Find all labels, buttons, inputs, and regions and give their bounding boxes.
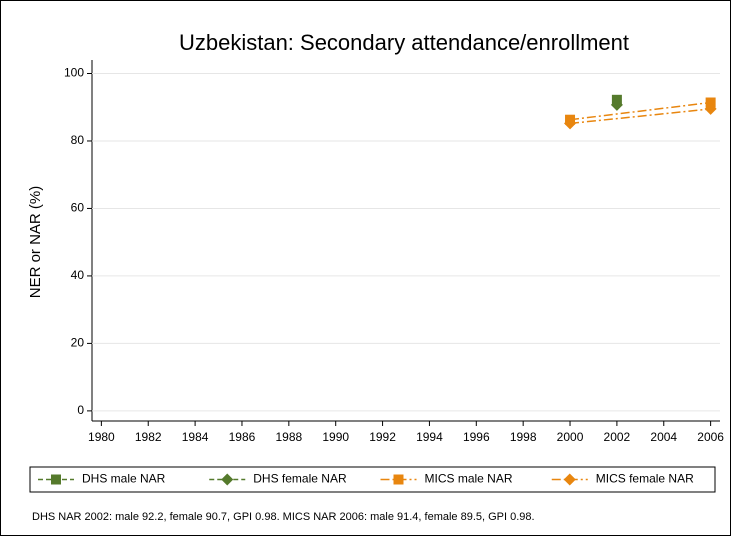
marker-diamond [563, 473, 576, 486]
x-tick-label: 2006 [697, 430, 724, 444]
legend-label: MICS female NAR [596, 472, 694, 486]
x-tick-label: 2004 [650, 430, 677, 444]
legend-box [29, 466, 716, 493]
x-tick-label: 1986 [229, 430, 256, 444]
legend-label: MICS male NAR [425, 472, 513, 486]
legend-label: DHS female NAR [253, 472, 347, 486]
series-line [569, 101, 711, 121]
x-tick-label: 1988 [275, 430, 302, 444]
x-tick-label: 2002 [604, 430, 631, 444]
marker-diamond [610, 98, 623, 111]
x-tick-label: 1982 [135, 430, 162, 444]
marker-square [393, 474, 404, 485]
y-tick-label: 40 [71, 268, 85, 282]
x-tick-label: 1980 [88, 430, 115, 444]
chart-title: Uzbekistan: Secondary attendance/enrollm… [179, 30, 629, 55]
x-tick-label: 1998 [510, 430, 537, 444]
series-line [569, 108, 711, 125]
marker-diamond [221, 473, 234, 486]
x-tick-label: 1990 [322, 430, 349, 444]
x-tick-label: 1994 [416, 430, 443, 444]
note: DHS NAR 2002: male 92.2, female 90.7, GP… [32, 511, 535, 523]
marker-square [51, 474, 61, 485]
x-tick-label: 1984 [182, 430, 209, 444]
y-axis-label: NER or NAR (%) [27, 186, 44, 299]
marker-diamond [564, 117, 577, 130]
y-tick-label: 100 [64, 66, 84, 80]
x-tick-label: 2000 [557, 430, 584, 444]
marker-square [705, 97, 716, 108]
y-tick-label: 80 [71, 133, 85, 147]
x-tick-label: 1996 [463, 430, 490, 444]
legend-label: DHS male NAR [82, 472, 166, 486]
x-tick-label: 1992 [369, 430, 396, 444]
y-tick-label: 0 [77, 403, 84, 417]
marker-diamond [704, 102, 717, 115]
y-tick-label: 60 [71, 201, 85, 215]
y-tick-label: 20 [71, 336, 85, 350]
